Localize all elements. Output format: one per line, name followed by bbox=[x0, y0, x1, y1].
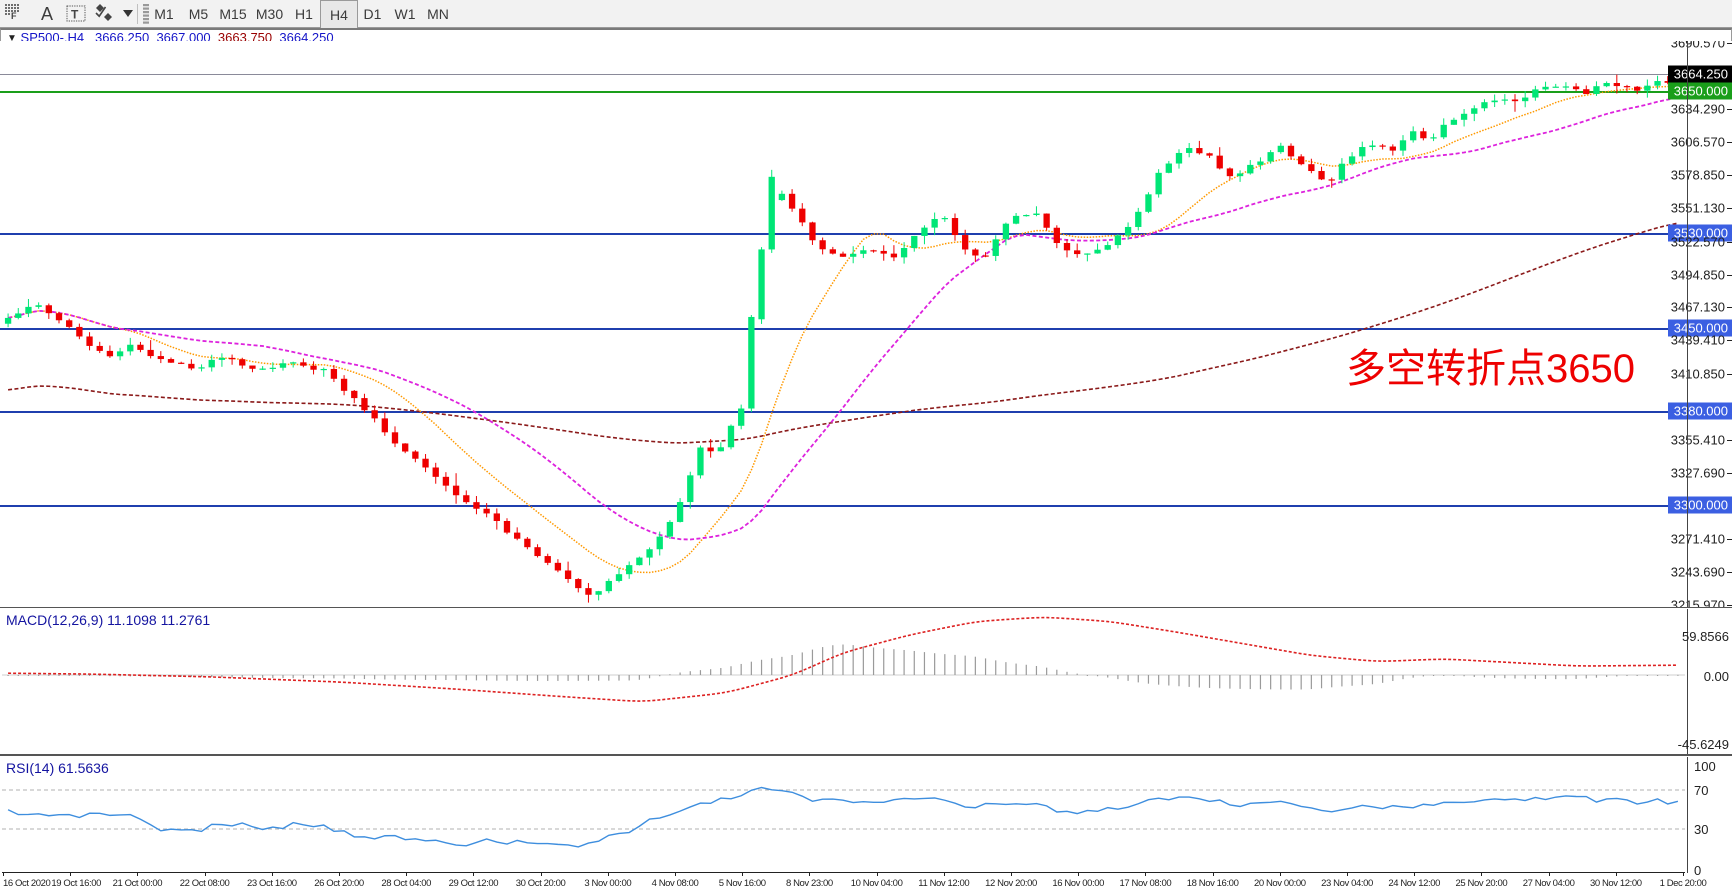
svg-text:F: F bbox=[11, 11, 17, 21]
svg-text:T: T bbox=[71, 8, 79, 22]
